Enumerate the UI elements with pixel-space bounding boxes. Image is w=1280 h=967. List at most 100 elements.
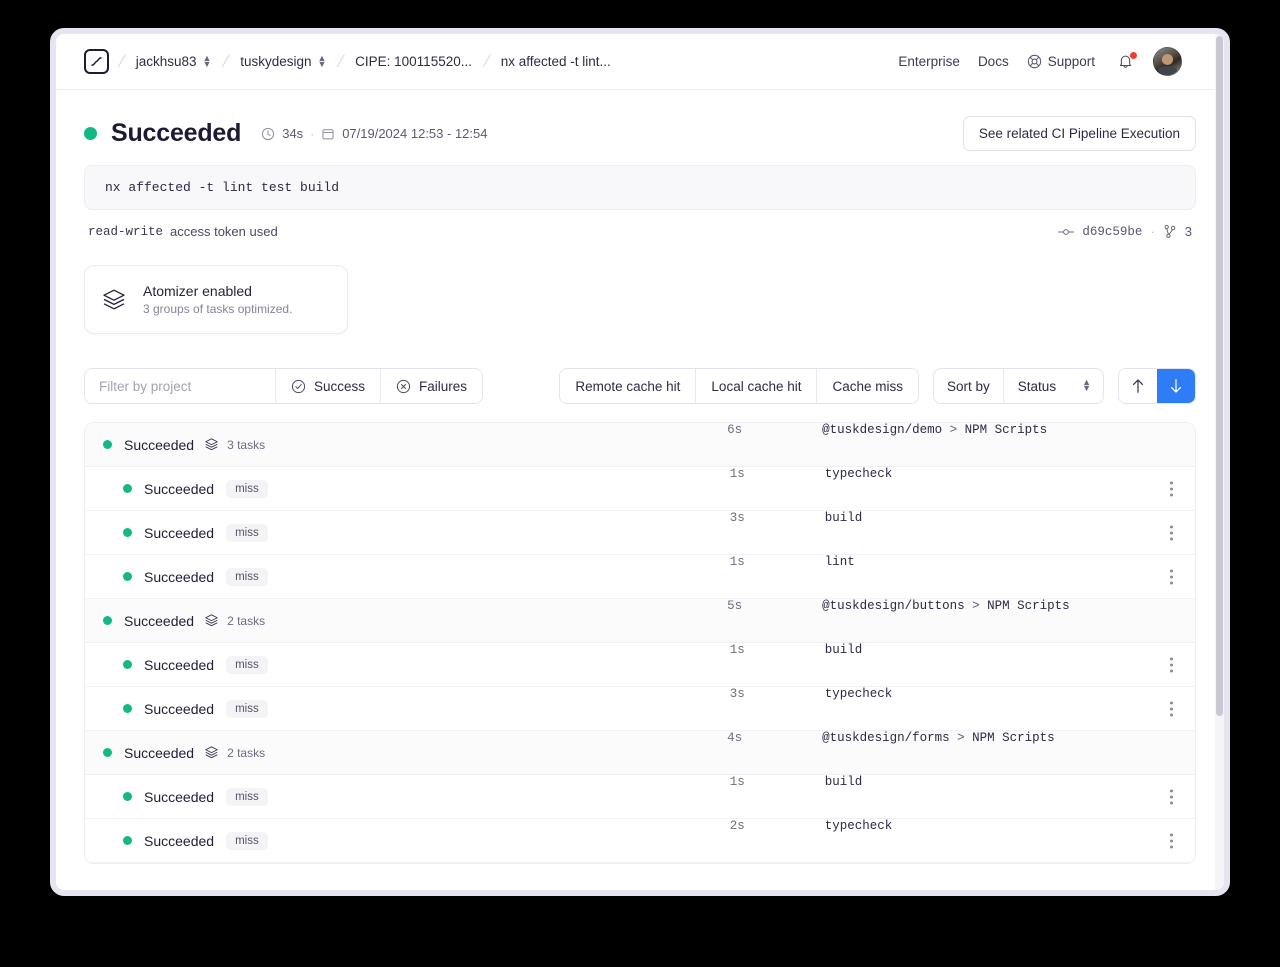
- stack-layers-icon: [101, 287, 127, 313]
- task-cells: 1s lint: [268, 555, 1195, 598]
- task-row[interactable]: Succeeded miss 3s build: [85, 511, 1195, 555]
- notification-badge-dot: [1130, 51, 1137, 59]
- see-related-pipeline-button[interactable]: See related CI Pipeline Execution: [962, 116, 1196, 151]
- filter-failures-button[interactable]: Failures: [380, 369, 483, 403]
- sort-group: Sort by Status ▲ ▼: [933, 368, 1104, 404]
- task-name: build: [824, 511, 863, 525]
- user-avatar[interactable]: [1153, 47, 1182, 76]
- atomizer-subtitle: 3 groups of tasks optimized.: [143, 302, 293, 316]
- sort-descending-button[interactable]: [1157, 369, 1195, 403]
- sort-by-label: Sort by: [947, 378, 990, 394]
- row-menu-button[interactable]: [1170, 701, 1173, 716]
- breadcrumb-workspace-owner[interactable]: jackhsu83 ▲ ▼: [134, 51, 214, 72]
- task-name: build: [824, 775, 863, 789]
- task-group-count: 2 tasks: [227, 745, 266, 760]
- task-group-status: Succeeded: [124, 612, 195, 629]
- sort-by-select[interactable]: Status ▲ ▼: [1002, 369, 1103, 403]
- task-name: build: [824, 643, 863, 657]
- task-name: typecheck: [824, 687, 893, 701]
- notifications-button[interactable]: [1117, 51, 1137, 72]
- page-scrollbar[interactable]: [1215, 34, 1224, 890]
- task-group-target: @tuskdesign/buttons > NPM Scripts: [822, 599, 1070, 613]
- task-row[interactable]: Succeeded miss 1s typecheck: [85, 467, 1195, 511]
- chevron-updown-icon: ▲ ▼: [1082, 377, 1091, 393]
- status-dot-icon: [103, 440, 112, 449]
- status-dot-icon: [103, 616, 112, 625]
- stack-layers-icon: [204, 745, 219, 760]
- nav-link-support[interactable]: Support: [1027, 54, 1095, 69]
- atomizer-title: Atomizer enabled: [143, 283, 252, 299]
- task-cells: 2s typecheck: [268, 819, 1195, 862]
- task-status: Succeeded: [144, 524, 215, 541]
- filter-local-cache-hit-button[interactable]: Local cache hit: [695, 369, 817, 403]
- row-menu-button[interactable]: [1170, 833, 1173, 848]
- cache-status-badge: miss: [226, 699, 268, 718]
- filter-success-label: Success: [314, 378, 366, 394]
- sort-ascending-button[interactable]: [1119, 369, 1157, 403]
- breadcrumb-workspace[interactable]: tuskydesign ▲ ▼: [238, 51, 328, 72]
- row-menu-button[interactable]: [1170, 481, 1173, 496]
- row-menu-button[interactable]: [1170, 569, 1173, 584]
- stack-layers-icon: [204, 613, 219, 628]
- page-viewport: / jackhsu83 ▲ ▼ / tuskydesign ▲ ▼ / CIPE: …: [56, 34, 1224, 890]
- task-cells: 3s build: [268, 511, 1195, 554]
- nav-link-enterprise[interactable]: Enterprise: [898, 54, 960, 69]
- x-circle-icon: [396, 379, 411, 394]
- breadcrumb-workspace-label: tuskydesign: [240, 54, 312, 69]
- task-list: Succeeded 3 tasks 6s @tuskdesign/demo > NPM…: [84, 422, 1196, 864]
- task-row[interactable]: Succeeded miss 3s typecheck: [85, 687, 1195, 731]
- filter-success-button[interactable]: Success: [275, 369, 381, 403]
- row-menu-button[interactable]: [1170, 525, 1173, 540]
- task-group-row[interactable]: Succeeded 3 tasks 6s @tuskdesign/demo > NPM…: [85, 423, 1195, 467]
- run-status-title: Succeeded: [111, 119, 242, 147]
- nx-logo-icon[interactable]: [84, 49, 109, 74]
- page-scrollbar-thumb[interactable]: [1216, 36, 1223, 716]
- access-token-row: read-write access token used d69c59be ·: [84, 210, 1196, 239]
- branch-count: 3: [1184, 224, 1192, 239]
- cache-status-badge: miss: [226, 655, 268, 674]
- filter-remote-cache-hit-button[interactable]: Remote cache hit: [560, 369, 696, 403]
- status-dot-icon: [123, 572, 132, 581]
- sort-direction-group: [1118, 368, 1196, 404]
- nav-right-group: Enterprise Docs Support: [898, 47, 1182, 76]
- task-group-count: 2 tasks: [227, 613, 266, 628]
- status-dot-icon: [103, 748, 112, 757]
- nav-link-docs[interactable]: Docs: [977, 54, 1009, 69]
- row-menu-button[interactable]: [1170, 657, 1173, 672]
- check-circle-icon: [291, 379, 306, 394]
- filter-by-project-input[interactable]: [85, 369, 275, 403]
- task-group-row[interactable]: Succeeded 2 tasks 5s @tuskdesign/buttons > …: [85, 599, 1195, 643]
- task-row[interactable]: Succeeded miss 1s lint: [85, 555, 1195, 599]
- breadcrumb-separator-3: /: [335, 51, 347, 71]
- run-status-header: Succeeded 34s ·: [84, 90, 1196, 165]
- task-row[interactable]: Succeeded miss 1s build: [85, 643, 1195, 687]
- status-dot-icon: [123, 484, 132, 493]
- task-row[interactable]: Succeeded miss 2s typecheck: [85, 819, 1195, 863]
- branch-icon: [1163, 224, 1177, 239]
- atomizer-text-block: Atomizer enabled 3 groups of tasks optim…: [143, 283, 292, 316]
- task-cells: 1s build: [268, 775, 1195, 818]
- breadcrumb-cipe[interactable]: CIPE: 100115520...: [353, 51, 474, 72]
- task-group-cells: 5s @tuskdesign/buttons > NPM Scripts: [265, 599, 1195, 642]
- filter-cache-miss-button[interactable]: Cache miss: [816, 369, 919, 403]
- status-dot-icon: [123, 704, 132, 713]
- run-date-range: 07/19/2024 12:53 - 12:54: [342, 126, 488, 141]
- row-menu-button[interactable]: [1170, 789, 1173, 804]
- task-group-duration: 5s: [727, 599, 743, 613]
- breadcrumb-cipe-label: CIPE: 100115520...: [355, 54, 472, 69]
- breadcrumb-run[interactable]: nx affected -t lint...: [499, 51, 613, 72]
- task-group-cells: 6s @tuskdesign/demo > NPM Scripts: [265, 423, 1195, 466]
- breadcrumb-separator-2: /: [220, 51, 232, 71]
- task-group-row[interactable]: Succeeded 2 tasks 4s @tuskdesign/forms > NP…: [85, 731, 1195, 775]
- project-filter-group: Success Failures: [84, 368, 484, 404]
- commit-hash[interactable]: d69c59be: [1082, 224, 1143, 239]
- task-group-count: 3 tasks: [227, 437, 266, 452]
- task-row[interactable]: Succeeded miss 1s build: [85, 775, 1195, 819]
- chevron-updown-icon: ▲ ▼: [202, 52, 212, 69]
- breadcrumb-owner-label: jackhsu83: [135, 54, 197, 69]
- task-name: lint: [824, 555, 855, 569]
- task-cells: 3s typecheck: [268, 687, 1195, 730]
- run-meta: 34s · 07/19/2024 12:53 - 12:54: [261, 126, 487, 141]
- page-content: Succeeded 34s ·: [56, 90, 1224, 864]
- task-status: Succeeded: [144, 832, 215, 849]
